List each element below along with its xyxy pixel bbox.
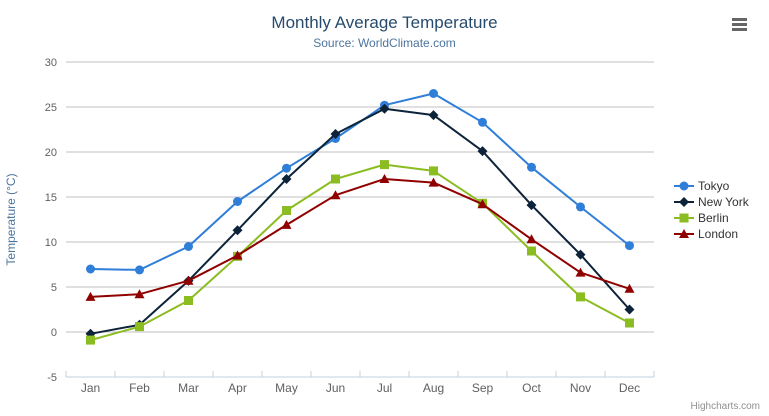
legend-marker-square-icon: [674, 213, 694, 223]
chart-title: Monthly Average Temperature: [271, 13, 498, 32]
data-point[interactable]: [526, 200, 537, 211]
legend-label: Berlin: [698, 211, 729, 225]
x-tick-label: Aug: [423, 381, 444, 395]
data-point[interactable]: [527, 162, 536, 172]
x-tick-label: Apr: [228, 381, 247, 395]
x-tick-label: Mar: [178, 381, 199, 395]
legend: Tokyo New York Berlin London: [674, 178, 749, 242]
data-point[interactable]: [86, 264, 95, 274]
data-point[interactable]: [331, 174, 340, 184]
data-point[interactable]: [625, 241, 634, 251]
x-tick-label: Feb: [129, 381, 150, 395]
legend-item-berlin[interactable]: Berlin: [674, 210, 749, 226]
data-point[interactable]: [576, 202, 585, 212]
y-tick-label: 30: [45, 57, 57, 69]
x-tick-label: Sep: [472, 381, 494, 395]
data-point[interactable]: [184, 242, 193, 251]
legend-label: Tokyo: [698, 179, 730, 193]
legend-item-new-york[interactable]: New York: [674, 194, 749, 210]
y-axis-title: Temperature (°C): [4, 173, 18, 265]
data-point[interactable]: [85, 291, 96, 301]
x-tick-label: Jan: [81, 381, 100, 395]
data-point[interactable]: [232, 250, 243, 260]
y-tick-label: 15: [45, 192, 57, 204]
data-point[interactable]: [135, 265, 144, 275]
series-london[interactable]: [85, 174, 635, 301]
credits-link[interactable]: Highcharts.com: [690, 401, 760, 412]
data-point[interactable]: [624, 283, 635, 293]
data-point[interactable]: [281, 174, 292, 184]
data-point[interactable]: [477, 199, 488, 209]
y-gridlines: -5 0 5 10 15 20 25 30: [45, 57, 654, 384]
y-tick-label: 0: [51, 327, 57, 339]
legend-marker-circle-icon: [674, 181, 694, 191]
export-menu-button[interactable]: [732, 18, 747, 31]
data-point[interactable]: [183, 275, 194, 285]
data-point[interactable]: [526, 234, 537, 244]
y-tick-label: 5: [51, 282, 57, 294]
x-axis: Jan Feb Mar Apr May Jun Jul Aug Sep Oct Nov Dec: [65, 371, 655, 395]
data-point[interactable]: [379, 174, 390, 183]
x-tick-label: Oct: [522, 381, 541, 395]
data-point[interactable]: [429, 89, 438, 98]
legend-item-london[interactable]: London: [674, 226, 749, 242]
data-point[interactable]: [134, 289, 145, 299]
data-point[interactable]: [184, 296, 193, 305]
x-tick-label: Jul: [377, 381, 392, 395]
data-point[interactable]: [232, 225, 243, 236]
data-point[interactable]: [478, 117, 487, 127]
data-point[interactable]: [477, 146, 488, 157]
data-point[interactable]: [429, 166, 438, 176]
hamburger-icon: [732, 18, 747, 21]
data-point[interactable]: [379, 103, 390, 114]
data-point[interactable]: [281, 219, 292, 229]
data-point[interactable]: [576, 292, 585, 302]
data-point[interactable]: [233, 197, 242, 206]
x-tick-label: May: [275, 381, 298, 395]
data-point[interactable]: [575, 249, 586, 260]
data-point[interactable]: [282, 163, 291, 173]
data-point[interactable]: [330, 129, 341, 139]
legend-marker-diamond-icon: [674, 197, 694, 207]
data-point[interactable]: [380, 160, 389, 170]
y-tick-label: -5: [47, 372, 57, 384]
x-tick-label: Dec: [619, 381, 640, 395]
legend-item-tokyo[interactable]: Tokyo: [674, 178, 749, 194]
legend-label: New York: [698, 195, 749, 209]
data-point[interactable]: [625, 318, 634, 328]
y-tick-label: 10: [45, 237, 57, 249]
legend-marker-triangle-icon: [674, 229, 694, 238]
data-point[interactable]: [135, 322, 144, 332]
chart-subtitle: Source: WorldClimate.com: [313, 36, 456, 50]
data-point[interactable]: [86, 335, 95, 345]
data-point[interactable]: [330, 190, 341, 200]
data-point[interactable]: [624, 304, 635, 315]
y-tick-label: 20: [45, 147, 57, 159]
series-tokyo[interactable]: [86, 89, 634, 275]
data-point[interactable]: [575, 267, 586, 277]
data-point[interactable]: [428, 177, 439, 187]
x-tick-label: Jun: [326, 381, 345, 395]
data-point[interactable]: [282, 206, 291, 215]
data-point[interactable]: [428, 110, 439, 121]
x-tick-label: Nov: [570, 381, 591, 395]
legend-label: London: [698, 227, 739, 241]
data-point[interactable]: [527, 246, 536, 256]
y-tick-label: 25: [45, 102, 57, 114]
series-new-york[interactable]: [85, 103, 635, 339]
